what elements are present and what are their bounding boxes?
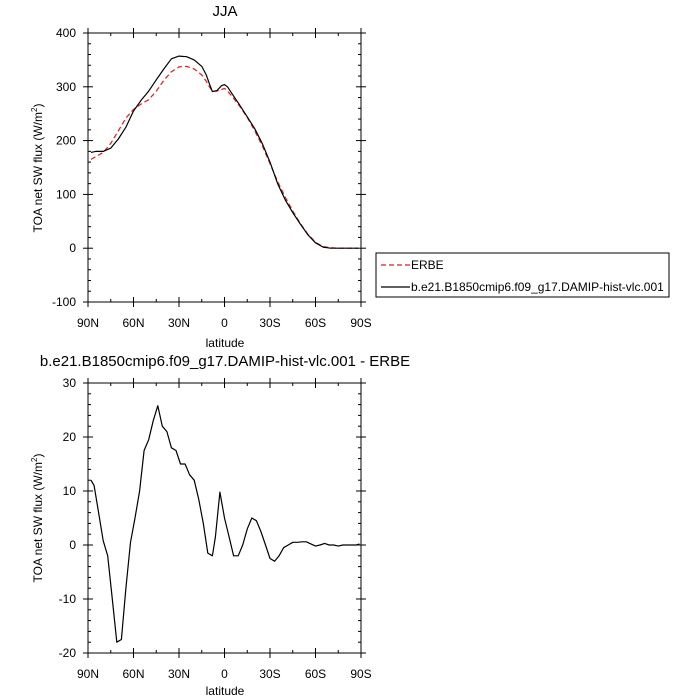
bottom-xtick-label: 0 — [221, 667, 228, 681]
bottom-xtick-label: 60N — [122, 667, 144, 681]
bottom-series-line-0 — [90, 405, 360, 643]
top-series-lines — [90, 55, 358, 249]
bottom-x-axis-label: latitude — [206, 684, 245, 698]
bottom-ytick-label: 10 — [63, 484, 77, 498]
bottom-series-lines — [90, 405, 360, 643]
top-series-line-0 — [90, 65, 358, 249]
bottom-ytick-label: -20 — [59, 646, 77, 660]
bottom-xtick-label: 30S — [259, 667, 280, 681]
top-y-axis-label: TOA net SW flux (W/m2) — [30, 104, 45, 233]
top-xtick-label: 0 — [221, 316, 228, 330]
bottom-y-axis-label: TOA net SW flux (W/m2) — [30, 454, 45, 583]
bottom-chart: b.e21.B1850cmip6.f09_g17.DAMIP-hist-vlc.… — [30, 353, 410, 698]
top-x-axis-label: latitude — [206, 336, 245, 350]
top-xtick-label: 60N — [122, 316, 144, 330]
bottom-x-ticks — [87, 378, 362, 658]
bottom-xtick-label: 30N — [168, 667, 190, 681]
top-ytick-label: 400 — [56, 26, 76, 40]
top-y-axis-label-end: ) — [31, 104, 45, 108]
top-series-line-1 — [90, 55, 358, 249]
bottom-ytick-label: 0 — [69, 538, 76, 552]
bottom-y-ticks — [83, 382, 366, 654]
top-y-axis-label-main: TOA net SW flux (W/m — [31, 112, 45, 232]
top-y-axis-label-sup: 2 — [30, 107, 39, 112]
bottom-xtick-label: 90S — [350, 667, 371, 681]
bottom-chart-title: b.e21.B1850cmip6.f09_g17.DAMIP-hist-vlc.… — [40, 353, 410, 370]
top-y-tick-labels: -100 0 100 200 300 400 — [52, 26, 76, 309]
top-xtick-label: 90S — [350, 316, 371, 330]
bottom-x-tick-labels: 90N 60N 30N 0 30S 60S 90S — [77, 667, 372, 681]
top-plot-frame — [87, 32, 362, 303]
top-x-tick-labels: 90N 60N 30N 0 30S 60S 90S — [77, 316, 372, 330]
bottom-ytick-label: 30 — [63, 376, 77, 390]
legend-label-model: b.e21.B1850cmip6.f09_g17.DAMIP-hist-vlc.… — [411, 280, 664, 294]
bottom-ytick-label: 20 — [63, 430, 77, 444]
top-xtick-label: 60S — [305, 316, 326, 330]
bottom-y-axis-label-end: ) — [31, 454, 45, 458]
bottom-xtick-label: 60S — [305, 667, 326, 681]
top-xtick-label: 90N — [77, 316, 99, 330]
bottom-ytick-label: -10 — [59, 592, 77, 606]
legend-box — [375, 252, 670, 298]
top-ytick-label: 100 — [56, 187, 76, 201]
top-ytick-label: 300 — [56, 80, 76, 94]
legend: ERBE b.e21.B1850cmip6.f09_g17.DAMIP-hist… — [375, 252, 670, 298]
bottom-y-axis-label-sup: 2 — [30, 457, 39, 462]
top-y-ticks — [83, 32, 366, 303]
bottom-xtick-label: 90N — [77, 667, 99, 681]
bottom-y-tick-labels: -20 -10 0 10 20 30 — [59, 376, 77, 660]
top-ytick-label: -100 — [52, 295, 76, 309]
top-x-ticks — [87, 28, 362, 307]
top-xtick-label: 30N — [168, 316, 190, 330]
top-ytick-label: 200 — [56, 134, 76, 148]
top-ytick-label: 0 — [69, 241, 76, 255]
top-xtick-label: 30S — [259, 316, 280, 330]
legend-label-erbe: ERBE — [411, 258, 444, 272]
bottom-y-axis-label-main: TOA net SW flux (W/m — [31, 462, 45, 582]
top-chart-title: JJA — [212, 3, 237, 20]
